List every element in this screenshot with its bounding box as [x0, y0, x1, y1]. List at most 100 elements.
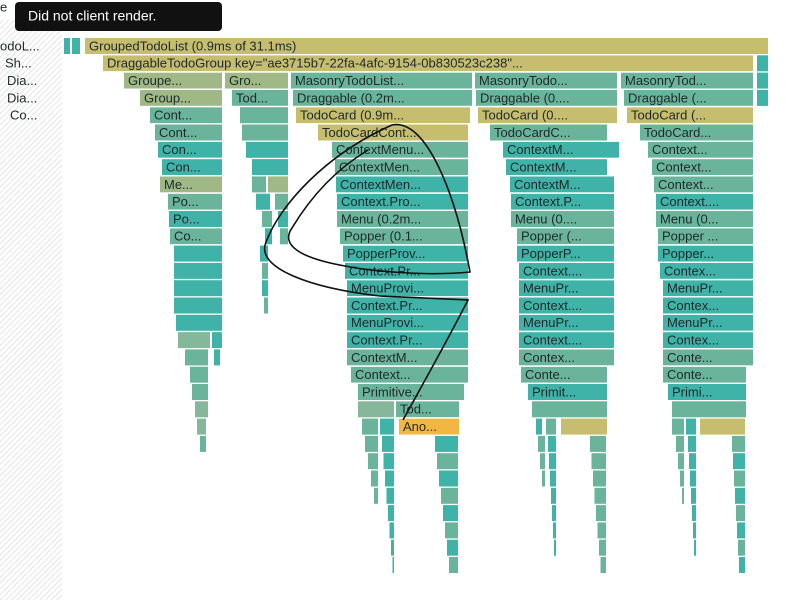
flame-node[interactable]: MenuPr...: [519, 280, 614, 297]
flame-node[interactable]: Menu (0....: [511, 211, 614, 227]
flame-node[interactable]: Co...: [170, 228, 222, 245]
bar: [532, 401, 607, 418]
flame-node[interactable]: ContextM...: [506, 159, 607, 176]
bar: [262, 211, 272, 227]
flame-node[interactable]: Conte...: [521, 366, 607, 383]
flame-node[interactable]: Conte...: [663, 349, 753, 366]
bar: [536, 418, 542, 435]
flame-node[interactable]: Popper (0.1...: [340, 228, 468, 245]
flame-node[interactable]: TodoCardC...: [490, 124, 607, 141]
flame-node[interactable]: Context...: [351, 366, 468, 383]
flame-node[interactable]: TodoCardCont...: [318, 124, 468, 141]
flame-node[interactable]: Popper...: [658, 245, 753, 262]
flame-node[interactable]: Po...: [168, 193, 222, 210]
bar: [365, 435, 378, 452]
flame-node[interactable]: Menu (0...: [656, 211, 753, 227]
flame-node[interactable]: Popper ...: [658, 228, 753, 245]
flame-node[interactable]: Context.P...: [511, 193, 614, 210]
flame-node[interactable]: MasonryTod...: [621, 72, 753, 89]
flame-node[interactable]: Context...: [652, 159, 753, 176]
bar: [214, 349, 220, 366]
flame-node[interactable]: Primit...: [528, 384, 607, 400]
flame-node[interactable]: Contex...: [660, 262, 753, 279]
flame-node[interactable]: PopperProv...: [343, 245, 468, 262]
flame-node[interactable]: DraggableTodoGroup key="ae3715b7-22fa-4a…: [103, 55, 753, 72]
flame-node[interactable]: Groupe...: [124, 72, 222, 89]
flame-node[interactable]: GroupedTodoList (0.9ms of 31.1ms): [85, 38, 768, 54]
flame-node[interactable]: Conte...: [663, 366, 746, 383]
flame-node[interactable]: Draggable (0.2m...: [293, 89, 472, 106]
flame-node-bar: [624, 89, 753, 106]
flame-node[interactable]: Context....: [519, 297, 614, 314]
bar: [447, 539, 458, 556]
flame-node[interactable]: Contex...: [519, 349, 614, 366]
flame-node[interactable]: Context.Pr...: [345, 262, 468, 279]
flame-node[interactable]: Context....: [519, 262, 614, 279]
flame-node[interactable]: Draggable (...: [624, 89, 753, 106]
flame-node[interactable]: Tod...: [232, 89, 288, 106]
bar: [185, 349, 208, 366]
flame-node[interactable]: Context.Pr...: [347, 332, 468, 349]
flame-node[interactable]: MenuProvi...: [347, 314, 468, 331]
bar: [597, 522, 606, 539]
flame-node[interactable]: Gro...: [225, 72, 288, 89]
flame-node[interactable]: Context...: [654, 176, 753, 193]
bar: [757, 89, 768, 106]
flame-node[interactable]: MenuProvi...: [347, 280, 468, 297]
flame-node[interactable]: PopperP...: [517, 245, 614, 262]
flame-node[interactable]: Context....: [656, 193, 753, 210]
flame-node[interactable]: Cont...: [150, 107, 222, 124]
flame-node[interactable]: ContextMen...: [335, 159, 468, 176]
flame-node[interactable]: Ano...: [399, 418, 459, 435]
flame-node[interactable]: Cont...: [155, 124, 222, 141]
bar: [262, 262, 268, 279]
flame-node[interactable]: MenuPr...: [663, 280, 753, 297]
bar: [368, 453, 378, 470]
flame-node[interactable]: Contex...: [663, 297, 753, 314]
flame-node[interactable]: Context...: [648, 141, 753, 158]
flame-node[interactable]: TodoCard (0....: [478, 107, 617, 124]
flame-node[interactable]: MenuPr...: [519, 314, 614, 331]
flame-node[interactable]: Draggable (0....: [476, 89, 617, 106]
flame-node[interactable]: Group...: [140, 89, 222, 106]
flame-node-label: MenuProvi...: [351, 281, 424, 296]
flame-node-label: Draggable (0.2m...: [297, 90, 405, 105]
flame-node[interactable]: MasonryTodoList...: [291, 72, 472, 89]
flame-node[interactable]: Primitive...: [358, 384, 464, 400]
flame-node-label: GroupedTodoList (0.9ms of 31.1ms): [89, 38, 296, 53]
flame-node[interactable]: TodoCard (...: [627, 107, 753, 124]
bar: [672, 401, 746, 418]
bar: [439, 470, 458, 487]
flame-node-label: MasonryTodoList...: [295, 73, 404, 88]
flame-node[interactable]: ContextM...: [510, 176, 614, 193]
flame-node[interactable]: MenuPr...: [663, 314, 753, 331]
bar: [738, 539, 745, 556]
bar: [174, 262, 222, 279]
flame-node[interactable]: Context....: [519, 332, 614, 349]
flame-node-label: Menu (0...: [660, 211, 719, 226]
flame-node[interactable]: Context.Pr...: [347, 297, 468, 314]
flame-node[interactable]: ContextMenu...: [332, 141, 468, 158]
flame-node[interactable]: ContextM...: [347, 349, 468, 366]
flame-node[interactable]: TodoCard (0.9m...: [296, 107, 470, 124]
flame-node[interactable]: TodoCard...: [640, 124, 753, 141]
flame-node[interactable]: Con...: [158, 141, 222, 158]
flame-node-bar: [621, 72, 753, 89]
flame-node[interactable]: Me...: [160, 176, 222, 193]
flame-node[interactable]: Context.Pro...: [337, 193, 468, 210]
flame-node[interactable]: Con...: [162, 159, 222, 176]
flame-node[interactable]: ContextMen...: [336, 176, 468, 193]
flame-node[interactable]: Popper (...: [517, 228, 614, 245]
flame-node[interactable]: MasonryTodo...: [475, 72, 617, 89]
flame-node[interactable]: ContextM...: [503, 141, 619, 158]
bar: [435, 435, 458, 452]
flame-node-bar: [519, 349, 614, 366]
bar: [680, 470, 684, 487]
flame-node[interactable]: Contex...: [663, 332, 753, 349]
flame-node[interactable]: Primi...: [668, 384, 746, 400]
flame-node[interactable]: Menu (0.2m...: [337, 211, 468, 227]
bar: [561, 418, 607, 435]
flame-node[interactable]: Po...: [169, 211, 222, 227]
bar: [195, 401, 208, 418]
bar: [391, 539, 394, 556]
